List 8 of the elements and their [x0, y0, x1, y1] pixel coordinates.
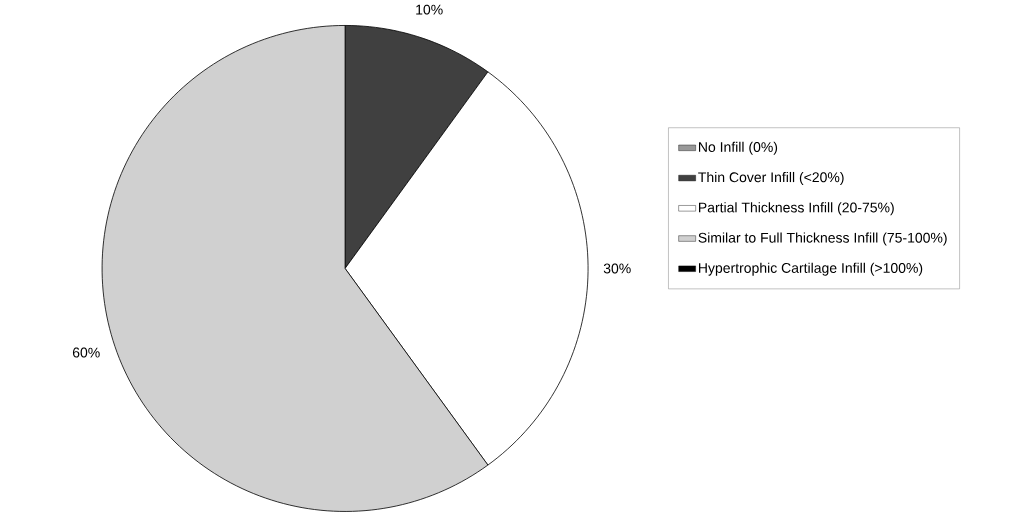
- legend-label: Similar to Full Thickness Infill (75-100%): [698, 232, 947, 246]
- legend-label: Hypertrophic Cartilage Infill (>100%): [699, 262, 923, 276]
- legend-label: Partial Thickness Infill (20-75%): [699, 202, 894, 216]
- legend-label: No Infill (0%): [699, 141, 778, 155]
- data-label: 30%: [603, 263, 631, 274]
- data-label: 60%: [72, 347, 100, 358]
- data-label: 10%: [416, 4, 443, 15]
- legend-label: Thin Cover Infill (<20%): [698, 172, 844, 186]
